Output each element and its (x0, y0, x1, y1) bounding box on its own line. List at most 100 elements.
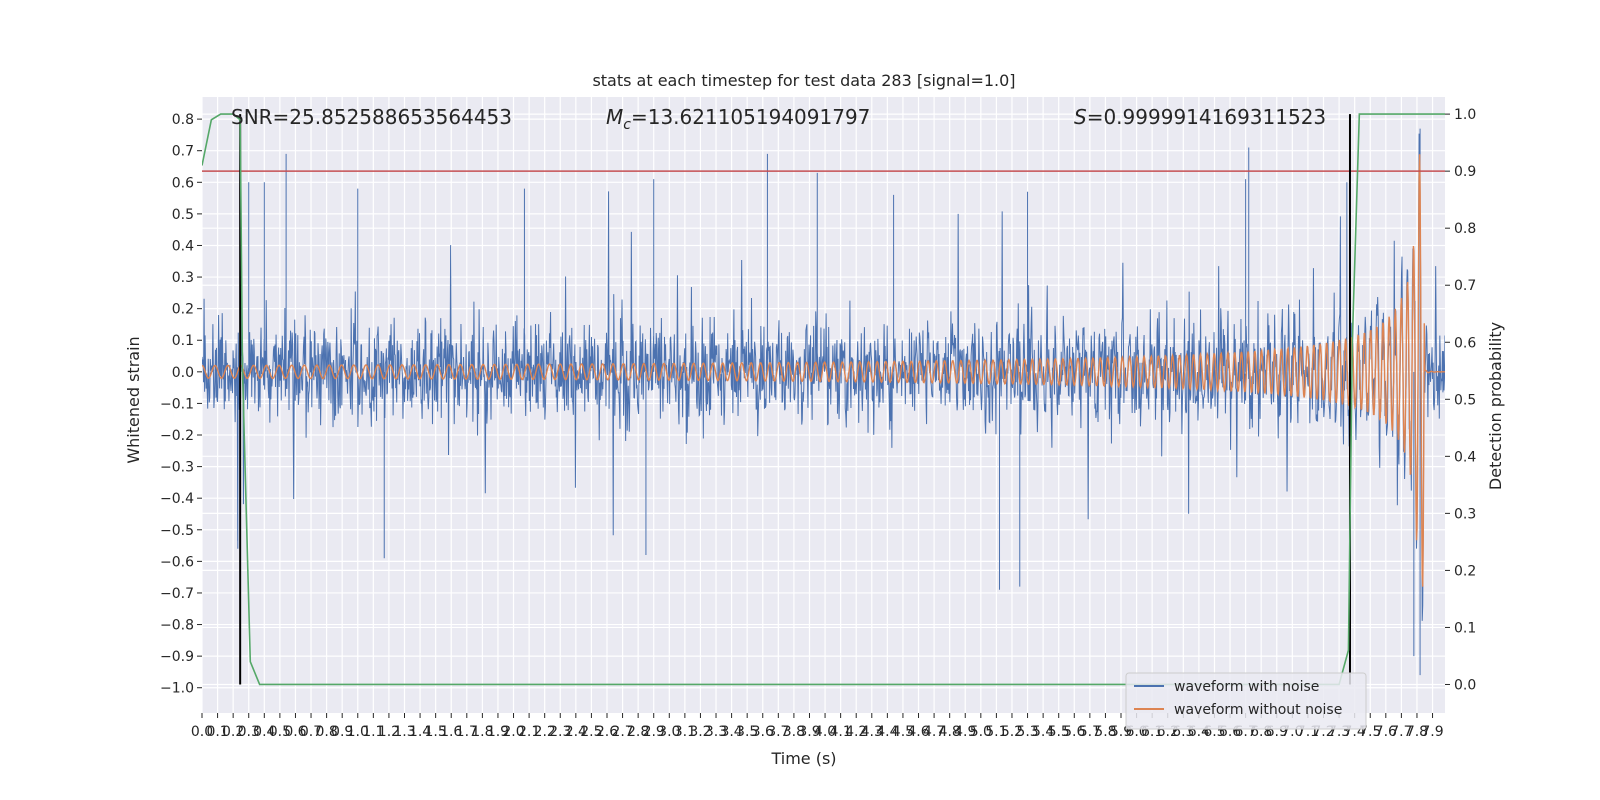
plot-background (202, 97, 1445, 713)
y-tick-label: −0.4 (160, 491, 194, 507)
score-annotation: S=0.9999914169311523 (1074, 105, 1326, 129)
y-tick-label: −0.7 (160, 586, 194, 602)
x-tick-label: 4.5 (892, 724, 914, 740)
x-tick-label: 7.8 (1406, 724, 1428, 740)
y-tick-label: 0.4 (172, 238, 194, 254)
x-tick-label: 2.2 (534, 724, 556, 740)
x-tick-label: 0.2 (222, 724, 244, 740)
y2-tick-label: 0.8 (1454, 221, 1476, 237)
y-tick-label: 0.3 (172, 270, 194, 286)
x-tick-label: 3.4 (720, 724, 742, 740)
x-tick-label: 4.2 (845, 724, 867, 740)
y2-tick-label: 0.6 (1454, 335, 1476, 351)
y-tick-label: −0.1 (160, 396, 194, 412)
x-tick-label: 4.4 (876, 724, 898, 740)
x-tick-label: 4.3 (861, 724, 883, 740)
x-tick-label: 0.9 (331, 724, 353, 740)
y-tick-label: 0.0 (172, 365, 194, 381)
y2-tick-label: 0.7 (1454, 278, 1476, 294)
chirp-mass-annotation: Mc=13.621105194091797 (606, 105, 870, 133)
x-tick-label: 2.1 (518, 724, 540, 740)
x-tick-label: 3.2 (689, 724, 711, 740)
legend-label-waveform-without-noise: waveform without noise (1174, 702, 1342, 718)
x-tick-label: 1.2 (378, 724, 400, 740)
y2-tick-label: 0.4 (1454, 449, 1476, 465)
score-symbol: S (1074, 105, 1087, 129)
x-tick-label: 3.9 (798, 724, 820, 740)
chirp-mass-subscript: c (623, 117, 631, 133)
x-tick-label: 2.0 (502, 724, 524, 740)
x-tick-label: 5.8 (1094, 724, 1116, 740)
y-tick-label: 0.8 (172, 112, 194, 128)
chirp-mass-value: =13.621105194091797 (631, 105, 870, 129)
x-tick-label: 1.4 (409, 724, 431, 740)
y-axis-left: −1.0 −0.9 −0.8 −0.7 −0.6 −0.5 −0.4 −0.3 −0.2 −0.1… (160, 112, 202, 697)
x-tick-label: 2.5 (580, 724, 602, 740)
x-tick-label: 4.6 (907, 724, 929, 740)
y2-tick-label: 0.9 (1454, 164, 1476, 180)
x-tick-label: 5.1 (985, 724, 1007, 740)
y2-tick-label: 0.1 (1454, 620, 1476, 636)
y2-tick-label: 0.2 (1454, 563, 1476, 579)
y-tick-label: 0.7 (172, 144, 194, 160)
y-axis-label: Whitened strain (124, 336, 143, 463)
y-tick-label: 0.1 (172, 333, 194, 349)
x-tick-label: 4.9 (954, 724, 976, 740)
x-tick-label: 5.0 (970, 724, 992, 740)
x-tick-label: 1.1 (362, 724, 384, 740)
x-tick-label: 3.8 (783, 724, 805, 740)
series-line-detection-probability (202, 113, 1445, 686)
x-tick-label: 2.9 (643, 724, 665, 740)
y2-tick-label: 0.5 (1454, 392, 1476, 408)
x-tick-label: 2.8 (627, 724, 649, 740)
y2-tick-label: 0.3 (1454, 506, 1476, 522)
x-tick-label: 5.5 (1048, 724, 1070, 740)
x-tick-label: 1.9 (487, 724, 509, 740)
x-tick-label: 3.7 (767, 724, 789, 740)
x-tick-label: 5.4 (1032, 724, 1054, 740)
x-tick-label: 2.3 (549, 724, 571, 740)
y-tick-label: −0.5 (160, 523, 194, 539)
x-tick-label: 0.8 (315, 724, 337, 740)
x-tick-label: 1.6 (440, 724, 462, 740)
x-tick-label: 2.6 (596, 724, 618, 740)
x-tick-label: 3.3 (705, 724, 727, 740)
x-tick-label: 0.6 (284, 724, 306, 740)
legend-label-waveform-with-noise: waveform with noise (1174, 679, 1319, 695)
x-tick-label: 5.7 (1079, 724, 1101, 740)
y-tick-label: −0.6 (160, 554, 194, 570)
x-tick-label: 0.1 (206, 724, 228, 740)
x-tick-label: 0.7 (300, 724, 322, 740)
x-tick-label: 3.6 (752, 724, 774, 740)
legend-box (1125, 672, 1367, 730)
x-tick-label: 0.3 (238, 724, 260, 740)
x-tick-label: 1.5 (425, 724, 447, 740)
chart-title: stats at each timestep for test data 283… (592, 71, 1015, 90)
score-value: =0.9999914169311523 (1087, 105, 1326, 129)
x-tick-label: 7.9 (1421, 724, 1443, 740)
x-tick-label: 4.8 (939, 724, 961, 740)
snr-annotation: SNR=25.852588653564453 (231, 105, 512, 129)
x-tick-label: 3.0 (658, 724, 680, 740)
x-tick-label: 5.2 (1001, 724, 1023, 740)
x-tick-label: 2.7 (611, 724, 633, 740)
y2-tick-label: 1.0 (1454, 107, 1476, 123)
x-tick-label: 3.1 (674, 724, 696, 740)
x-tick-label: 0.0 (191, 724, 213, 740)
x-tick-label: 4.1 (830, 724, 852, 740)
y-tick-label: 0.5 (172, 207, 194, 223)
x-tick-label: 1.3 (393, 724, 415, 740)
x-tick-label: 4.7 (923, 724, 945, 740)
x-tick-label: 2.4 (565, 724, 587, 740)
y-tick-label: −1.0 (160, 681, 194, 697)
x-tick-label: 0.5 (269, 724, 291, 740)
y-tick-label: 0.6 (172, 175, 194, 191)
x-tick-label: 7.6 (1375, 724, 1397, 740)
y-tick-label: −0.2 (160, 428, 194, 444)
y2-axis-label: Detection probability (1486, 322, 1505, 490)
x-tick-label: 5.6 (1063, 724, 1085, 740)
x-tick-label: 4.0 (814, 724, 836, 740)
chirp-mass-symbol: M (606, 105, 623, 129)
x-tick-label: 1.8 (471, 724, 493, 740)
x-tick-label: 1.7 (456, 724, 478, 740)
